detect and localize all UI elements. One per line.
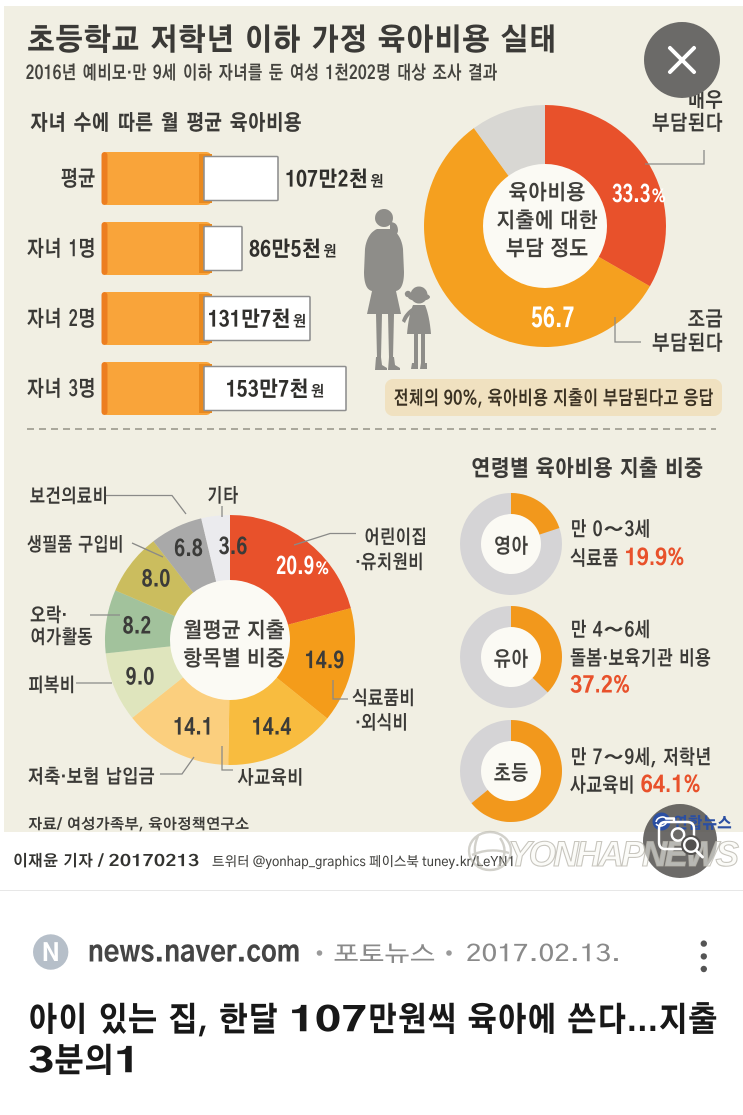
svg-text:YONHAPNEWS: YONHAPNEWS [508, 835, 740, 874]
